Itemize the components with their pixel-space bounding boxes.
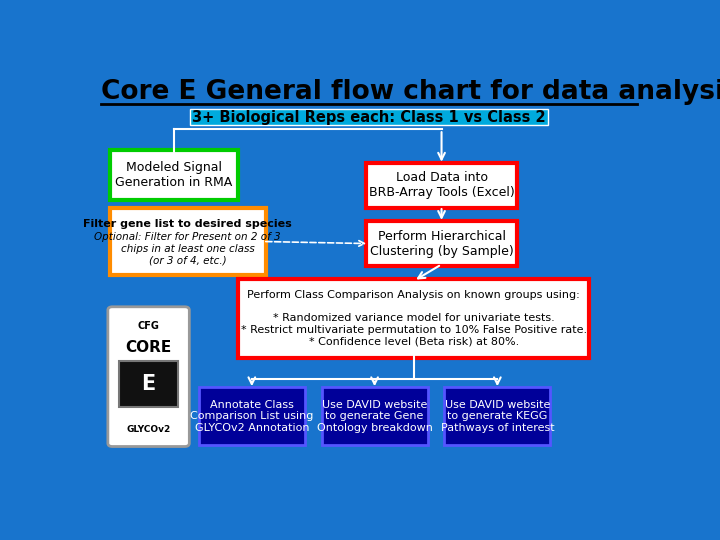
Text: Load Data into
BRB-Array Tools (Excel): Load Data into BRB-Array Tools (Excel)	[369, 171, 514, 199]
FancyBboxPatch shape	[109, 150, 238, 200]
Text: 3+ Biological Reps each: Class 1 vs Class 2: 3+ Biological Reps each: Class 1 vs Clas…	[192, 110, 546, 125]
FancyBboxPatch shape	[444, 387, 550, 446]
Text: GLYCOv2: GLYCOv2	[127, 426, 171, 434]
FancyBboxPatch shape	[119, 361, 178, 407]
Text: Optional: Filter for Present on 2 of 3
chips in at least one class
(or 3 of 4, e: Optional: Filter for Present on 2 of 3 c…	[94, 232, 281, 266]
Text: Use DAVID website
to generate Gene
Ontology breakdown: Use DAVID website to generate Gene Ontol…	[317, 400, 433, 433]
Text: CFG: CFG	[138, 321, 160, 331]
Text: Modeled Signal
Generation in RMA: Modeled Signal Generation in RMA	[115, 161, 233, 189]
FancyBboxPatch shape	[199, 387, 305, 446]
Text: Use DAVID website
to generate KEGG
Pathways of interest: Use DAVID website to generate KEGG Pathw…	[441, 400, 554, 433]
Text: CORE: CORE	[125, 340, 171, 355]
Text: Perform Class Comparison Analysis on known groups using:

* Randomized variance : Perform Class Comparison Analysis on kno…	[240, 290, 587, 347]
FancyBboxPatch shape	[238, 279, 590, 358]
FancyBboxPatch shape	[322, 387, 428, 446]
Text: Filter gene list to desired species: Filter gene list to desired species	[84, 219, 292, 229]
FancyBboxPatch shape	[366, 221, 517, 266]
Text: Annotate Class
Comparison List using
GLYCOv2 Annotation: Annotate Class Comparison List using GLY…	[190, 400, 313, 433]
Text: E: E	[141, 374, 156, 394]
FancyBboxPatch shape	[366, 163, 517, 208]
FancyBboxPatch shape	[108, 307, 189, 447]
Text: Core E General flow chart for data analysis: Core E General flow chart for data analy…	[101, 79, 720, 105]
FancyBboxPatch shape	[190, 109, 548, 125]
FancyBboxPatch shape	[109, 208, 266, 275]
Text: Perform Hierarchical
Clustering (by Sample): Perform Hierarchical Clustering (by Samp…	[369, 230, 513, 258]
